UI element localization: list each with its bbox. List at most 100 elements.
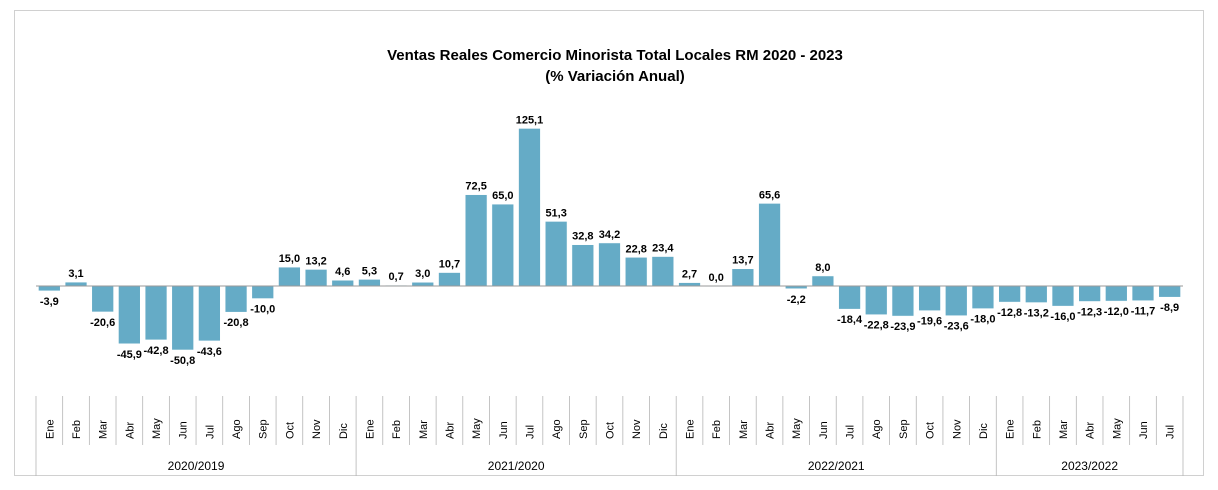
bar xyxy=(918,285,941,312)
month-tick-label: Mar xyxy=(1058,420,1070,439)
month-tick-label: Abr xyxy=(765,422,777,439)
data-label: 8,0 xyxy=(815,262,830,274)
data-label: 15,0 xyxy=(279,253,300,265)
month-tick-label: Ene xyxy=(1005,419,1017,439)
data-label: 2,7 xyxy=(682,269,697,281)
bar xyxy=(1051,285,1075,307)
month-tick-label: Feb xyxy=(1031,420,1043,439)
bar xyxy=(38,285,61,292)
month-tick-label: Abr xyxy=(1085,422,1097,439)
bar xyxy=(998,285,1021,303)
bar xyxy=(598,242,621,287)
month-tick-label: Jun xyxy=(818,421,830,439)
bars-layer xyxy=(38,128,1181,351)
bar xyxy=(331,279,354,287)
data-label: 0,0 xyxy=(709,272,724,284)
bar xyxy=(891,285,915,317)
month-tick-label: Jul xyxy=(845,425,857,439)
bar xyxy=(624,256,648,287)
month-tick-label: Ago xyxy=(551,419,563,439)
data-label: 65,6 xyxy=(759,189,780,201)
data-label: -50,8 xyxy=(170,355,195,367)
data-label: 13,7 xyxy=(732,255,753,267)
bar xyxy=(491,203,515,287)
data-label: 0,7 xyxy=(388,271,403,283)
month-tick-label: May xyxy=(471,418,483,439)
month-tick-label: Sep xyxy=(578,419,590,439)
data-label: -22,8 xyxy=(864,320,889,332)
data-label: -13,2 xyxy=(1024,308,1049,320)
month-tick-label: May xyxy=(1111,418,1123,439)
data-label: 22,8 xyxy=(625,243,646,255)
data-label: -42,8 xyxy=(143,345,168,357)
month-tick-label: Ene xyxy=(44,419,56,439)
month-tick-label: Abr xyxy=(124,422,136,439)
chart: Ventas Reales Comercio Minorista Total L… xyxy=(35,47,1184,476)
month-tick-label: Dic xyxy=(338,423,350,439)
bar xyxy=(571,244,595,287)
bar xyxy=(198,285,221,342)
data-label: -2,2 xyxy=(787,294,806,306)
bar xyxy=(1131,285,1155,302)
chart-title: Ventas Reales Comercio Minorista Total L… xyxy=(387,47,843,64)
data-label: -12,3 xyxy=(1077,307,1102,319)
month-tick-label: Feb xyxy=(391,420,403,439)
data-label: 34,2 xyxy=(599,229,620,241)
data-label: 10,7 xyxy=(439,259,460,271)
month-tick-label: Mar xyxy=(98,420,110,439)
bar xyxy=(731,268,755,287)
bar xyxy=(438,272,461,287)
data-label: 65,0 xyxy=(492,190,513,202)
month-tick-label: Oct xyxy=(284,422,296,439)
month-tick-label: Nov xyxy=(631,419,643,439)
bar xyxy=(171,285,194,351)
month-tick-label: Mar xyxy=(418,420,430,439)
bar xyxy=(304,269,328,287)
data-label: 5,3 xyxy=(362,265,377,277)
month-tick-label: Oct xyxy=(925,422,937,439)
data-label: -19,6 xyxy=(917,316,942,328)
month-tick-label: Nov xyxy=(311,419,323,439)
data-label: -11,7 xyxy=(1131,306,1155,318)
data-label: -12,8 xyxy=(997,307,1022,319)
data-label: 13,2 xyxy=(305,255,326,267)
bar xyxy=(224,285,248,313)
category-axis: Ene Feb Mar Abr May Jun Jul Ago Sep Oct Nov Dic Ene F… xyxy=(35,285,1184,476)
bar xyxy=(464,194,488,287)
data-label: -16,0 xyxy=(1050,311,1075,323)
data-label: -43,6 xyxy=(197,346,222,358)
bar xyxy=(91,285,114,313)
data-label: -45,9 xyxy=(117,349,142,361)
bar xyxy=(945,285,968,317)
month-tick-label: Mar xyxy=(738,420,750,439)
bar xyxy=(811,275,835,287)
month-tick-label: Jul xyxy=(204,425,216,439)
bar xyxy=(1025,285,1048,303)
bar xyxy=(144,285,168,341)
month-tick-label: May xyxy=(791,418,803,439)
data-label: -12,0 xyxy=(1104,306,1129,318)
bar xyxy=(1158,285,1181,298)
data-label: -8,9 xyxy=(1160,302,1179,314)
month-tick-label: Ago xyxy=(871,419,883,439)
data-labels-layer: -3,9 3,1 -20,6 -45,9 -42,8-50,8-43,6 -20,8-10… xyxy=(40,114,1179,367)
data-label: -3,9 xyxy=(40,296,59,308)
group-label: 2021/2020 xyxy=(488,459,545,473)
data-label: 3,1 xyxy=(68,268,83,280)
bar xyxy=(1078,285,1101,302)
data-label: 4,6 xyxy=(335,266,350,278)
data-label: 51,3 xyxy=(545,207,566,219)
group-label: 2020/2019 xyxy=(168,459,225,473)
bar xyxy=(865,285,888,316)
bar xyxy=(838,285,861,310)
month-tick-label: Jun xyxy=(498,421,510,439)
bar xyxy=(64,281,88,287)
month-tick-label: Sep xyxy=(258,419,270,439)
month-tick-label: Ago xyxy=(231,419,243,439)
data-label: -18,4 xyxy=(837,314,863,326)
bar xyxy=(971,285,995,309)
month-tick-label: Dic xyxy=(658,423,670,439)
month-tick-label: Ene xyxy=(364,419,376,439)
bar xyxy=(678,282,701,287)
month-tick-label: Ene xyxy=(685,419,697,439)
